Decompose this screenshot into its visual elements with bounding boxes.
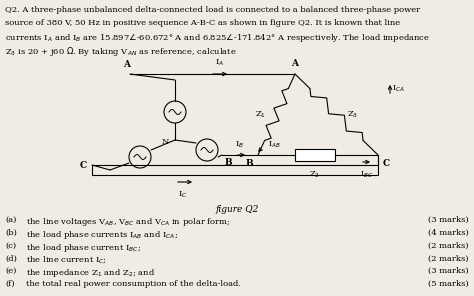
Text: (2 marks): (2 marks) — [428, 242, 469, 250]
Text: (a): (a) — [5, 216, 17, 224]
Text: (f): (f) — [5, 280, 15, 288]
Text: (e): (e) — [5, 267, 17, 275]
Text: A: A — [124, 60, 130, 69]
Text: I$_{AB}$: I$_{AB}$ — [268, 139, 281, 150]
Text: (d): (d) — [5, 254, 17, 262]
Text: I$_{BC}$: I$_{BC}$ — [359, 169, 373, 179]
Bar — [295, 149, 335, 161]
Text: the impedance Z$_1$ and Z$_2$; and: the impedance Z$_1$ and Z$_2$; and — [26, 267, 155, 279]
Text: figure Q2: figure Q2 — [215, 205, 259, 214]
Text: (3 marks): (3 marks) — [428, 216, 469, 224]
Text: I$_B$: I$_B$ — [236, 139, 245, 150]
Text: the line current I$_C$;: the line current I$_C$; — [26, 254, 107, 266]
Text: I$_A$: I$_A$ — [216, 57, 225, 68]
Text: C: C — [383, 159, 390, 168]
Text: Z$_3$ is 20 + j60 $\Omega$. By taking V$_{AN}$ as reference, calculate: Z$_3$ is 20 + j60 $\Omega$. By taking V$… — [5, 45, 237, 58]
Text: source of 380 V, 50 Hz in positive sequence A-B-C as shown in figure Q2. It is k: source of 380 V, 50 Hz in positive seque… — [5, 19, 400, 27]
Text: (5 marks): (5 marks) — [428, 280, 469, 288]
Text: the total real power consumption of the delta-load.: the total real power consumption of the … — [26, 280, 241, 288]
Text: B: B — [246, 159, 253, 168]
Text: I$_C$: I$_C$ — [178, 190, 188, 200]
Text: N: N — [162, 138, 169, 146]
Text: I$_{CA}$: I$_{CA}$ — [392, 84, 405, 94]
Text: currents I$_A$ and I$_B$ are 15.897$\angle$-60.672° A and 6.825$\angle$-171.842°: currents I$_A$ and I$_B$ are 15.897$\ang… — [5, 32, 430, 44]
Text: (2 marks): (2 marks) — [428, 254, 469, 262]
Text: B: B — [225, 158, 233, 167]
Text: C: C — [80, 160, 87, 170]
Text: (b): (b) — [5, 229, 17, 237]
Text: Z$_3$: Z$_3$ — [347, 109, 358, 120]
Text: (3 marks): (3 marks) — [428, 267, 469, 275]
Text: A: A — [292, 59, 299, 68]
Text: (4 marks): (4 marks) — [428, 229, 469, 237]
Text: Z$_2$: Z$_2$ — [310, 169, 320, 179]
Text: the load phase current I$_{BC}$;: the load phase current I$_{BC}$; — [26, 242, 141, 254]
Text: (c): (c) — [5, 242, 16, 250]
Text: the load phase currents I$_{AB}$ and I$_{CA}$;: the load phase currents I$_{AB}$ and I$_… — [26, 229, 178, 241]
Text: Q2. A three-phase unbalanced delta-connected load is connected to a balanced thr: Q2. A three-phase unbalanced delta-conne… — [5, 6, 420, 14]
Text: the line voltages V$_{AB}$, V$_{BC}$ and V$_{CA}$ in polar form;: the line voltages V$_{AB}$, V$_{BC}$ and… — [26, 216, 231, 228]
Text: Z$_1$: Z$_1$ — [255, 109, 266, 120]
